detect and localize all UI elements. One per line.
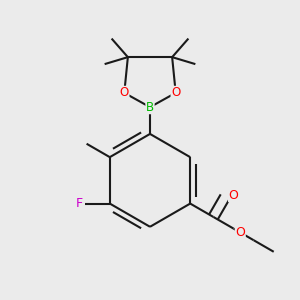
Text: O: O: [171, 86, 180, 99]
Text: O: O: [229, 189, 238, 202]
Text: F: F: [76, 197, 83, 210]
Text: B: B: [146, 100, 154, 114]
Text: O: O: [235, 226, 245, 238]
Text: O: O: [120, 86, 129, 99]
